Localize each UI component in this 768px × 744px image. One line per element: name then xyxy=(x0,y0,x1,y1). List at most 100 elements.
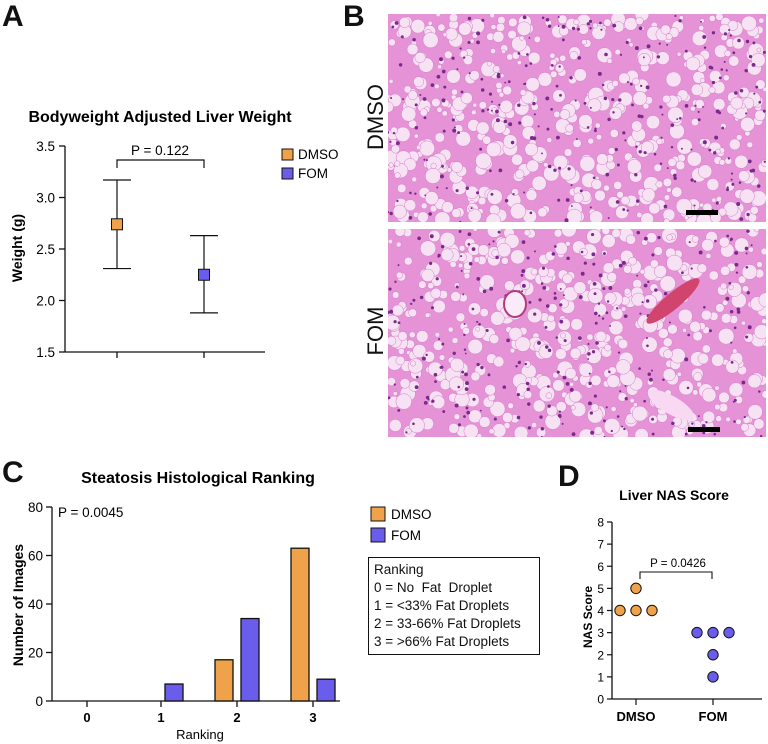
nucleus xyxy=(526,256,530,260)
fat-vacuole xyxy=(592,22,599,29)
fat-vacuole xyxy=(590,374,602,387)
fat-vacuole xyxy=(697,352,709,365)
nucleus xyxy=(752,41,756,45)
fat-vacuole xyxy=(691,118,700,127)
fat-vacuole xyxy=(392,291,400,299)
fat-vacuole xyxy=(448,376,464,392)
nucleus xyxy=(597,71,602,76)
fat-vacuole xyxy=(538,344,554,359)
nucleus xyxy=(728,281,732,285)
fat-vacuole xyxy=(519,35,525,41)
fat-vacuole xyxy=(741,264,758,280)
nucleus xyxy=(744,246,749,251)
nucleus xyxy=(723,32,728,36)
fat-vacuole xyxy=(698,25,705,31)
fat-vacuole xyxy=(683,215,689,221)
nucleus xyxy=(422,97,427,101)
chart-c-x-tick-label: 0 xyxy=(83,710,90,725)
nucleus xyxy=(747,159,752,164)
fat-vacuole xyxy=(476,433,483,437)
chart-a-series xyxy=(103,179,218,314)
nucleus xyxy=(462,56,466,59)
nucleus xyxy=(515,365,518,368)
fat-vacuole xyxy=(628,42,634,48)
fat-vacuole xyxy=(484,384,496,396)
fat-vacuole xyxy=(444,50,453,59)
fat-vacuole xyxy=(413,133,419,139)
nucleus xyxy=(490,192,494,196)
nucleus xyxy=(557,25,560,27)
fat-vacuole xyxy=(485,213,502,222)
fat-vacuole xyxy=(555,348,567,360)
fat-vacuole xyxy=(517,60,522,65)
fat-vacuole xyxy=(620,195,630,206)
fat-vacuole xyxy=(587,137,595,145)
fat-vacuole xyxy=(392,204,407,219)
nucleus xyxy=(389,309,394,314)
nucleus xyxy=(647,372,651,376)
nucleus xyxy=(638,26,643,31)
nucleus xyxy=(643,399,646,403)
fat-vacuole xyxy=(563,148,573,157)
nucleus xyxy=(651,417,655,421)
nucleus xyxy=(405,431,408,434)
fat-vacuole xyxy=(399,378,411,389)
fat-vacuole xyxy=(720,265,731,276)
nucleus xyxy=(656,55,661,59)
nucleus xyxy=(471,247,476,252)
nucleus xyxy=(602,252,606,256)
fat-vacuole xyxy=(427,282,435,289)
fat-vacuole xyxy=(556,281,567,293)
nucleus xyxy=(649,377,653,382)
fat-vacuole xyxy=(731,36,745,50)
fat-vacuole xyxy=(463,423,479,437)
nucleus xyxy=(508,122,513,127)
nucleus xyxy=(594,321,598,325)
fat-vacuole xyxy=(419,108,428,117)
nucleus xyxy=(559,303,563,307)
fat-vacuole xyxy=(492,65,501,73)
fat-vacuole xyxy=(537,72,553,87)
nucleus xyxy=(412,38,416,42)
histology-image-dmso xyxy=(388,14,766,222)
fat-vacuole xyxy=(637,53,651,67)
nucleus xyxy=(522,15,527,20)
nucleus xyxy=(741,380,746,385)
fat-vacuole xyxy=(482,135,492,145)
nucleus xyxy=(431,399,435,403)
fat-vacuole xyxy=(604,344,612,352)
nucleus xyxy=(491,100,493,103)
panel-letter-b: B xyxy=(343,0,365,33)
chart-c-legend-label-dmso: DMSO xyxy=(391,507,432,522)
chart-c-y-tick-label: 0 xyxy=(35,694,43,709)
nucleus xyxy=(730,360,734,364)
nucleus xyxy=(745,112,748,115)
nucleus xyxy=(462,293,465,296)
fat-vacuole xyxy=(388,38,396,47)
histology-scale-bar-dmso xyxy=(686,210,718,215)
nucleus xyxy=(634,46,639,51)
nucleus xyxy=(586,126,590,129)
nucleus xyxy=(556,135,560,140)
fat-vacuole xyxy=(546,137,553,143)
nucleus xyxy=(705,421,708,424)
fat-vacuole xyxy=(434,83,440,90)
fat-vacuole xyxy=(408,417,425,434)
nucleus xyxy=(486,108,490,111)
nucleus xyxy=(684,104,689,108)
fat-vacuole xyxy=(451,161,463,173)
fat-vacuole xyxy=(437,23,446,32)
nucleus xyxy=(691,422,694,425)
fat-vacuole xyxy=(591,179,603,190)
fat-vacuole xyxy=(578,428,595,437)
fat-vacuole xyxy=(632,77,640,86)
fat-vacuole xyxy=(641,336,658,353)
nucleus xyxy=(615,200,620,204)
nucleus xyxy=(506,338,510,343)
chart-d-point-dmso xyxy=(630,604,642,617)
nucleus xyxy=(441,342,445,346)
fat-vacuole xyxy=(569,51,579,60)
fat-vacuole xyxy=(449,260,457,268)
nucleus xyxy=(583,261,587,265)
nucleus xyxy=(532,101,536,106)
